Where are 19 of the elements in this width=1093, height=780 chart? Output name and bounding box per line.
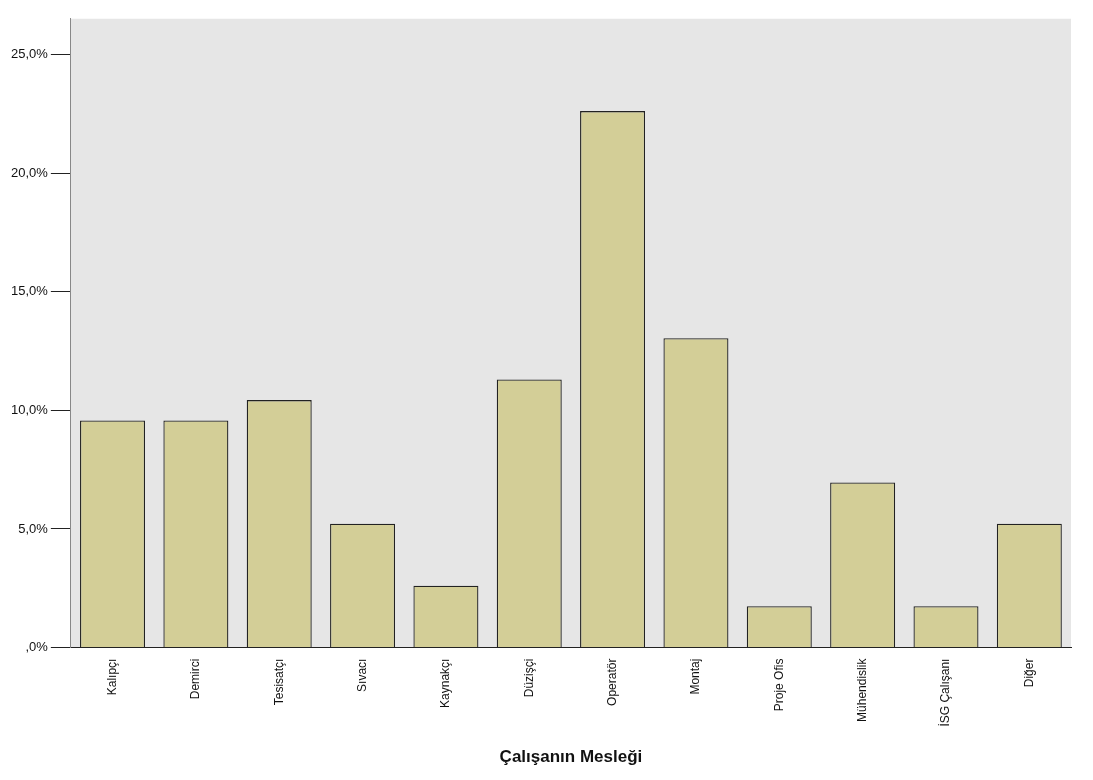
x-tick-label: Proje Ofis [771, 658, 786, 712]
y-tick-label: 5,0% [18, 520, 49, 536]
x-tick-label: Mühendislik [854, 657, 869, 722]
x-tick-label: Kaynakçı [438, 658, 453, 708]
y-tick-label: 15,0% [10, 283, 49, 299]
x-tick-label: Sıvacı [354, 658, 369, 692]
x-axis-title: Çalışanın Mesleği [499, 747, 643, 767]
y-tick-label: ,0% [25, 639, 49, 655]
x-tick-label: İSG Çalışanı [938, 658, 953, 727]
x-tick-label: Montaj [688, 658, 703, 695]
x-tick-label: Operatör [604, 658, 619, 706]
y-tick-label: 20,0% [10, 164, 49, 180]
x-tick-label: Diğer [1021, 658, 1036, 688]
x-tick-label: Demirci [188, 658, 203, 700]
y-tick-label: 10,0% [10, 401, 49, 417]
x-tick-label: Kalıpçı [104, 658, 119, 696]
x-tick-label: Düzişçi [521, 658, 536, 698]
y-tick-label: 25,0% [10, 45, 49, 61]
x-tick-label: Tesisatçı [271, 658, 286, 706]
